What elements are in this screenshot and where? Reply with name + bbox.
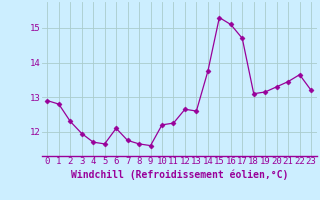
X-axis label: Windchill (Refroidissement éolien,°C): Windchill (Refroidissement éolien,°C)	[70, 169, 288, 180]
